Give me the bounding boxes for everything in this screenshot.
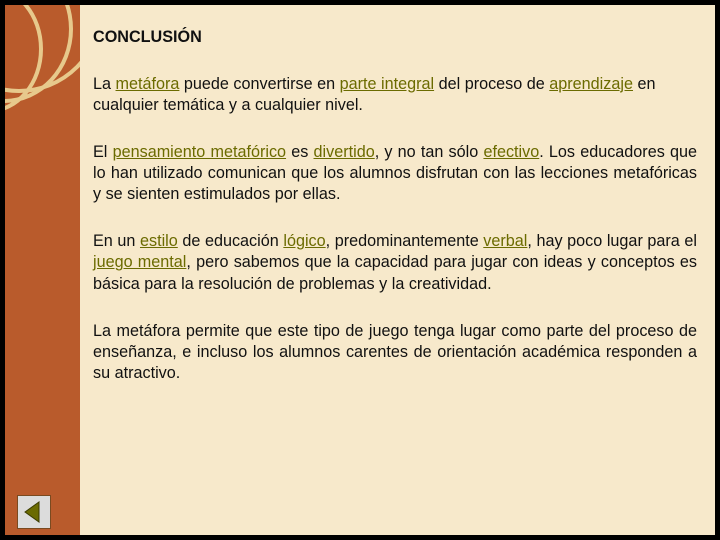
- text: , y no tan sólo: [375, 143, 484, 161]
- back-arrow-icon: [21, 499, 47, 525]
- text: del proceso de: [434, 75, 549, 93]
- text: es: [286, 143, 313, 161]
- keyword: pensamiento metafórico: [113, 143, 286, 161]
- text: , hay poco lugar para el: [527, 232, 697, 250]
- keyword: estilo: [140, 232, 178, 250]
- keyword: efectivo: [483, 143, 539, 161]
- text: , predominantemente: [326, 232, 484, 250]
- keyword: aprendizaje: [549, 75, 633, 93]
- keyword: juego mental: [93, 253, 186, 271]
- keyword: lógico: [283, 232, 325, 250]
- keyword: divertido: [314, 143, 375, 161]
- paragraph-1a: La metáfora puede convertirse en parte i…: [93, 74, 697, 95]
- paragraph-1b: cualquier temática y a cualquier nivel.: [93, 95, 697, 116]
- keyword: metáfora: [116, 75, 180, 93]
- paragraph-2: El pensamiento metafórico es divertido, …: [93, 142, 697, 205]
- text: puede convertirse en: [179, 75, 339, 93]
- heading: CONCLUSIÓN: [93, 27, 697, 48]
- content-area: CONCLUSIÓN La metáfora puede convertirse…: [93, 27, 697, 525]
- text: de educación: [178, 232, 284, 250]
- keyword: verbal: [483, 232, 527, 250]
- text: en: [633, 75, 656, 93]
- decor-arc: [5, 5, 43, 113]
- keyword: parte integral: [340, 75, 435, 93]
- paragraph-3: En un estilo de educación lógico, predom…: [93, 231, 697, 294]
- back-button[interactable]: [17, 495, 51, 529]
- text: En un: [93, 232, 140, 250]
- sidebar-decor: [5, 5, 80, 535]
- paragraph-4: La metáfora permite que este tipo de jue…: [93, 321, 697, 384]
- slide: Implicaciones Educativas CONCLUSIÓN La m…: [0, 0, 720, 540]
- text: El: [93, 143, 113, 161]
- text: La: [93, 75, 116, 93]
